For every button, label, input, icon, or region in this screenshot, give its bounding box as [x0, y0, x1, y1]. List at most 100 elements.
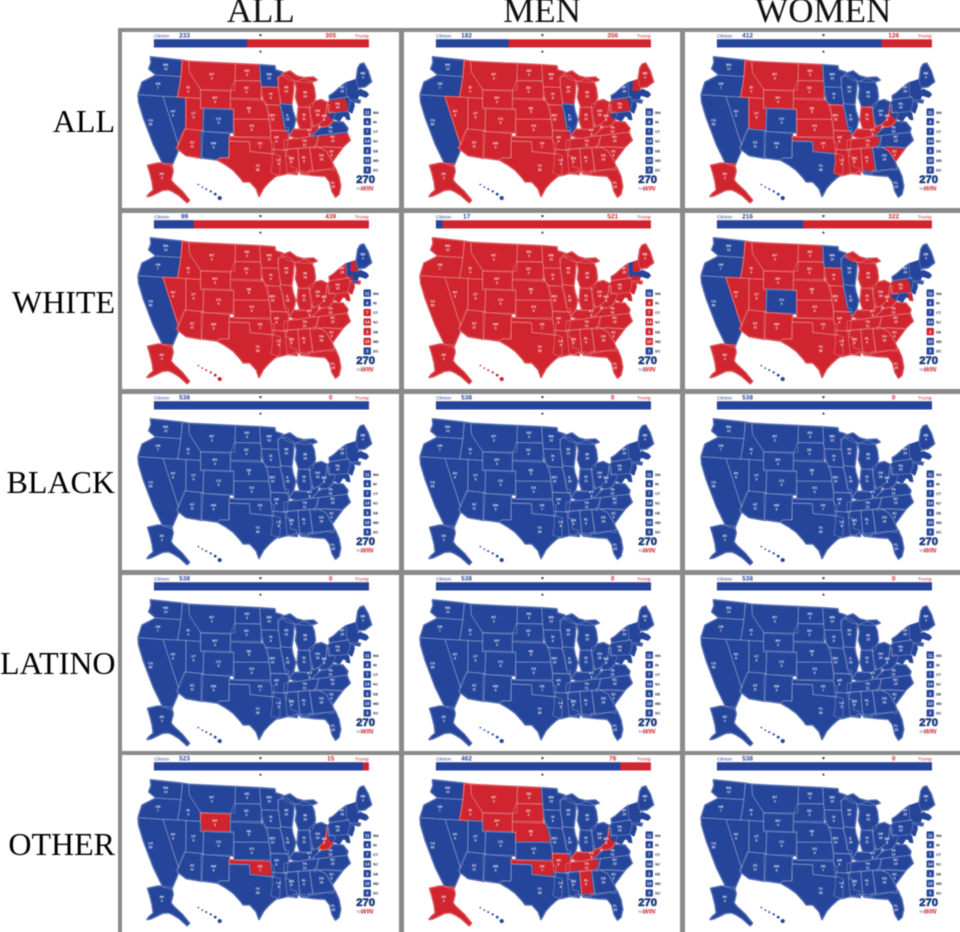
- svg-text:3: 3: [648, 168, 651, 173]
- svg-text:WIN: WIN: [924, 728, 937, 735]
- svg-text:TO: TO: [638, 730, 643, 734]
- svg-text:DE: DE: [655, 330, 661, 334]
- svg-text:CT: CT: [373, 492, 379, 496]
- svg-text:3: 3: [366, 891, 369, 896]
- svg-text:Trump: Trump: [636, 576, 650, 582]
- svg-text:DC: DC: [373, 711, 379, 715]
- svg-text:CT: CT: [936, 673, 942, 677]
- svg-text:MD: MD: [655, 521, 661, 525]
- svg-text:MD: MD: [373, 159, 379, 163]
- svg-text:Trump: Trump: [636, 214, 650, 220]
- svg-text:11: 11: [928, 653, 933, 658]
- svg-text:7: 7: [929, 672, 932, 677]
- svg-text:270: 270: [919, 174, 938, 186]
- svg-text:MD: MD: [655, 701, 661, 705]
- svg-text:RI: RI: [936, 663, 940, 667]
- svg-text:RI: RI: [936, 301, 940, 305]
- svg-text:538: 538: [742, 756, 753, 763]
- svg-text:WIN: WIN: [361, 728, 374, 735]
- svg-text:14: 14: [365, 681, 370, 686]
- svg-text:538: 538: [461, 394, 472, 401]
- svg-text:MA: MA: [936, 292, 942, 296]
- svg-text:RI: RI: [936, 121, 940, 125]
- svg-text:270: 270: [919, 717, 938, 729]
- svg-text:CT: CT: [936, 492, 942, 496]
- svg-text:439: 439: [326, 214, 337, 221]
- svg-text:3: 3: [366, 529, 369, 534]
- svg-text:14: 14: [928, 862, 933, 867]
- svg-text:10: 10: [365, 158, 370, 163]
- svg-text:MD: MD: [655, 882, 661, 886]
- svg-text:TO: TO: [638, 368, 643, 372]
- svg-text:76: 76: [609, 756, 617, 763]
- svg-text:MA: MA: [655, 292, 661, 296]
- svg-text:14: 14: [365, 139, 370, 144]
- svg-text:RI: RI: [655, 844, 659, 848]
- svg-text:DC: DC: [373, 169, 379, 173]
- svg-text:270: 270: [357, 898, 376, 910]
- svg-text:DE: DE: [655, 692, 661, 696]
- svg-text:3: 3: [929, 149, 932, 154]
- svg-text:10: 10: [646, 158, 651, 163]
- svg-text:7: 7: [929, 310, 932, 315]
- svg-text:4: 4: [366, 843, 369, 848]
- svg-text:DC: DC: [936, 169, 942, 173]
- svg-text:DC: DC: [936, 892, 942, 896]
- svg-text:Trump: Trump: [355, 576, 369, 582]
- svg-text:7: 7: [366, 129, 369, 134]
- svg-text:4: 4: [929, 662, 932, 667]
- svg-text:MD: MD: [373, 521, 379, 525]
- svg-text:412: 412: [742, 33, 753, 40]
- svg-text:NJ: NJ: [936, 682, 941, 686]
- svg-text:4: 4: [929, 301, 932, 306]
- svg-text:3: 3: [648, 149, 651, 154]
- svg-text:3: 3: [648, 710, 651, 715]
- svg-text:TO: TO: [919, 730, 924, 734]
- svg-text:3: 3: [929, 872, 932, 877]
- svg-text:DE: DE: [655, 873, 661, 877]
- svg-text:11: 11: [646, 291, 651, 296]
- svg-text:3: 3: [648, 349, 651, 354]
- svg-text:CT: CT: [936, 854, 942, 858]
- svg-text:Clinton: Clinton: [435, 576, 451, 582]
- svg-text:7: 7: [929, 129, 932, 134]
- svg-text:7: 7: [366, 672, 369, 677]
- svg-text:14: 14: [365, 320, 370, 325]
- svg-text:14: 14: [646, 862, 651, 867]
- svg-text:MD: MD: [936, 701, 942, 705]
- svg-text:RI: RI: [373, 121, 377, 125]
- svg-text:462: 462: [461, 756, 472, 763]
- svg-text:MD: MD: [655, 159, 661, 163]
- svg-text:Trump: Trump: [355, 757, 369, 763]
- svg-text:Clinton: Clinton: [717, 214, 733, 220]
- svg-text:0: 0: [892, 575, 896, 582]
- svg-text:4: 4: [929, 120, 932, 125]
- svg-text:WIN: WIN: [642, 547, 655, 554]
- svg-text:270: 270: [638, 355, 657, 367]
- svg-text:Trump: Trump: [355, 214, 369, 220]
- svg-text:7: 7: [648, 672, 651, 677]
- svg-text:17: 17: [462, 214, 470, 221]
- svg-text:NJ: NJ: [373, 682, 378, 686]
- svg-text:3: 3: [366, 710, 369, 715]
- svg-text:3: 3: [648, 872, 651, 877]
- svg-text:3: 3: [929, 529, 932, 534]
- svg-text:3: 3: [648, 691, 651, 696]
- svg-text:CT: CT: [936, 311, 942, 315]
- svg-text:TO: TO: [357, 730, 362, 734]
- svg-text:DC: DC: [655, 350, 661, 354]
- svg-text:3: 3: [648, 529, 651, 534]
- svg-text:WIN: WIN: [642, 728, 655, 735]
- svg-text:WIN: WIN: [924, 366, 937, 373]
- svg-text:3: 3: [366, 510, 369, 515]
- svg-text:NJ: NJ: [655, 682, 660, 686]
- svg-text:RI: RI: [655, 121, 659, 125]
- svg-text:DE: DE: [936, 330, 942, 334]
- svg-text:MA: MA: [936, 834, 942, 838]
- svg-text:MD: MD: [936, 882, 942, 886]
- svg-text:14: 14: [365, 501, 370, 506]
- svg-text:CT: CT: [655, 854, 661, 858]
- svg-text:DE: DE: [936, 511, 942, 515]
- svg-text:3: 3: [929, 510, 932, 515]
- svg-text:3: 3: [366, 330, 369, 335]
